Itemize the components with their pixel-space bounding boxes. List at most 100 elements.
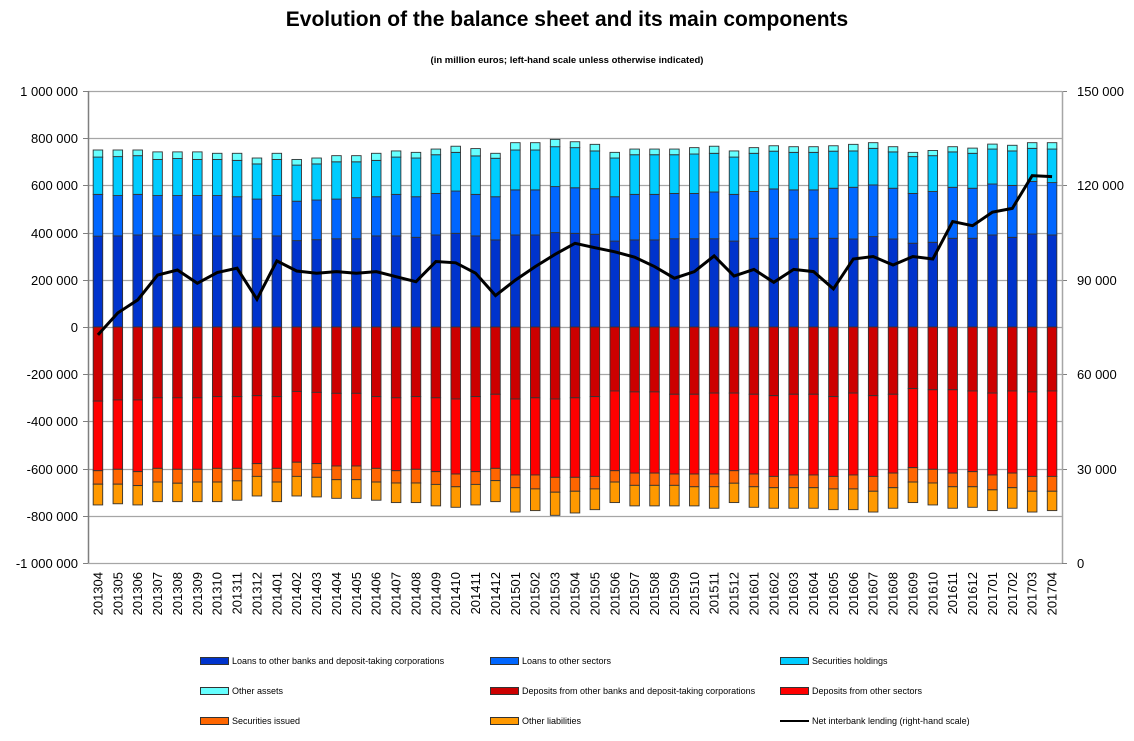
bar-segment (907, 467, 919, 483)
x-axis-category-label: 201411 (468, 572, 483, 614)
bar-segment (629, 472, 640, 486)
bar-segment (828, 475, 839, 490)
bar-segment (907, 388, 919, 469)
bar-segment (211, 326, 223, 398)
bar-segment (867, 236, 879, 328)
bar-segment (430, 483, 442, 507)
bar-segment (848, 238, 859, 328)
bar-segment (192, 326, 203, 399)
bar-segment (887, 472, 899, 489)
bar-segment (569, 187, 581, 234)
legend-label: Securities holdings (812, 656, 888, 666)
bar-segment (251, 326, 263, 397)
bar-segment (689, 192, 700, 240)
bar-segment (828, 150, 839, 189)
bar-segment (231, 152, 243, 161)
bar-segment (132, 193, 143, 236)
bar-segment (808, 189, 819, 239)
bar-segment (172, 234, 183, 328)
bar-segment (351, 238, 362, 328)
bar-segment (371, 396, 382, 469)
bar-segment (808, 487, 819, 509)
right-axis-tick-label: 60 000 (1077, 367, 1117, 382)
bar-segment (927, 191, 939, 243)
bar-segment (748, 147, 760, 154)
bar-segment (708, 152, 720, 193)
x-axis-category-label: 201405 (349, 572, 364, 615)
bar-segment (569, 490, 581, 514)
bar-segment (669, 192, 680, 240)
bar-segment (569, 476, 581, 492)
left-axis-tick-label: 800 000 (31, 131, 78, 146)
bar-segment (728, 326, 740, 394)
bar-segment (311, 326, 322, 393)
bar-segment (649, 193, 660, 241)
bar-segment (351, 479, 362, 499)
bar-segment (351, 465, 362, 481)
bar-segment (569, 326, 581, 399)
bar-segment (172, 158, 183, 196)
bar-segment (808, 474, 819, 489)
bar-segment (748, 237, 760, 328)
bar-segment (510, 398, 521, 476)
bar-segment (947, 389, 958, 474)
bar-segment (371, 235, 382, 328)
bar-segment (410, 151, 422, 159)
bar-segment (788, 151, 799, 191)
x-axis-category-label: 201502 (528, 572, 543, 615)
bar-segment (1046, 142, 1058, 150)
x-axis-category-label: 201310 (210, 572, 225, 615)
x-axis-category-label: 201503 (548, 572, 563, 615)
bar-segment (569, 141, 581, 149)
bar-segment (390, 150, 402, 158)
bar-segment (947, 472, 958, 488)
bar-segment (331, 465, 342, 481)
legend-swatch-securities-holdings (780, 657, 809, 665)
bar-segment (291, 240, 302, 328)
bar-segment (748, 152, 760, 192)
bar-segment (390, 326, 402, 399)
bar-segment (609, 196, 620, 242)
bar-segment (371, 481, 382, 501)
bar-segment (450, 145, 461, 153)
x-axis-category-label: 201412 (488, 572, 503, 615)
chart-subtitle: (in million euros; left-hand scale unles… (430, 55, 704, 66)
bar-segment (549, 398, 561, 478)
bar-segment (112, 483, 124, 505)
bar-segment (291, 461, 302, 477)
left-axis-tick-label: -1 000 000 (16, 556, 78, 571)
bar-segment (450, 473, 461, 488)
bar-segment (1046, 490, 1058, 512)
bar-segment (589, 143, 601, 152)
bar-segment (192, 468, 203, 483)
x-axis-category-label: 201409 (428, 572, 443, 615)
left-axis-tick-label: 1 000 000 (20, 84, 78, 99)
right-axis-tick-label: 90 000 (1077, 273, 1117, 288)
x-axis-category-label: 201507 (627, 572, 642, 615)
bar-segment (510, 474, 521, 489)
bar-segment (927, 150, 939, 157)
bar-segment (589, 475, 601, 490)
bar-segment (291, 390, 302, 463)
left-axis-tick-label: -400 000 (27, 414, 78, 429)
left-axis-tick-label: 0 (71, 320, 78, 335)
bar-segment (470, 471, 481, 485)
legend-item-net-interbank-lending: Net interbank lending (right-hand scale) (780, 715, 970, 727)
bar-segment (788, 189, 799, 240)
bar-segment (112, 399, 124, 470)
bar-segment (1007, 326, 1018, 392)
bar-segment (211, 467, 223, 483)
x-axis-category-label: 201610 (925, 572, 940, 615)
bar-segment (708, 145, 720, 154)
bar-segment (549, 138, 561, 148)
bar-segment (530, 488, 541, 512)
bar-segment (371, 467, 382, 483)
bar-segment (549, 326, 561, 400)
bar-segment (92, 193, 104, 237)
bar-segment (231, 467, 243, 482)
bar-segment (291, 475, 302, 497)
bar-segment (708, 238, 720, 328)
bar-segment (410, 482, 422, 504)
bar-segment (251, 198, 263, 240)
